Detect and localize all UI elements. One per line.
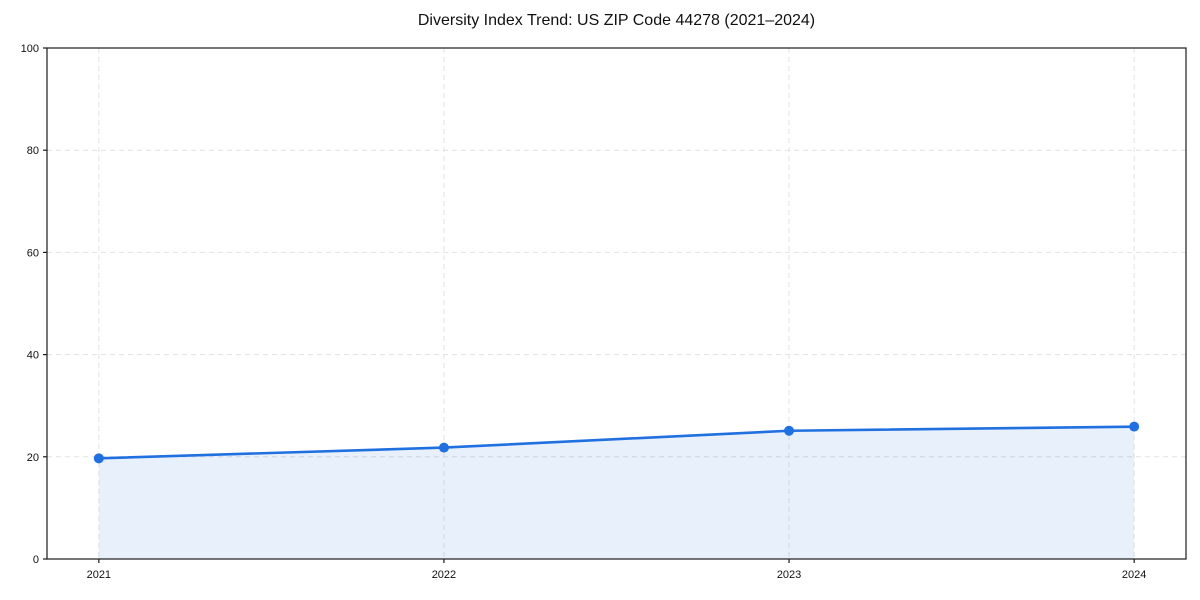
x-tick-label: 2022	[432, 569, 456, 581]
y-tick-label: 40	[27, 350, 39, 362]
y-tick-label: 100	[21, 43, 39, 55]
data-point-2021	[93, 453, 104, 464]
plot-area	[47, 48, 1186, 559]
y-tick-label: 80	[27, 145, 39, 157]
x-tick-label: 2021	[87, 569, 111, 581]
data-point-2022	[438, 442, 449, 453]
x-tick-label: 2024	[1122, 569, 1146, 581]
area-fill	[98, 426, 1135, 559]
x-tick-label: 2023	[777, 569, 801, 581]
plot-border	[46, 47, 1187, 560]
data-point-2023	[784, 425, 795, 436]
y-tick-label: 0	[33, 554, 39, 566]
y-tick-label: 20	[27, 452, 39, 464]
trend-line	[97, 425, 1136, 460]
data-point-2024	[1129, 421, 1140, 432]
y-tick-label: 60	[27, 247, 39, 259]
chart-title: Diversity Index Trend: US ZIP Code 44278…	[417, 12, 816, 29]
